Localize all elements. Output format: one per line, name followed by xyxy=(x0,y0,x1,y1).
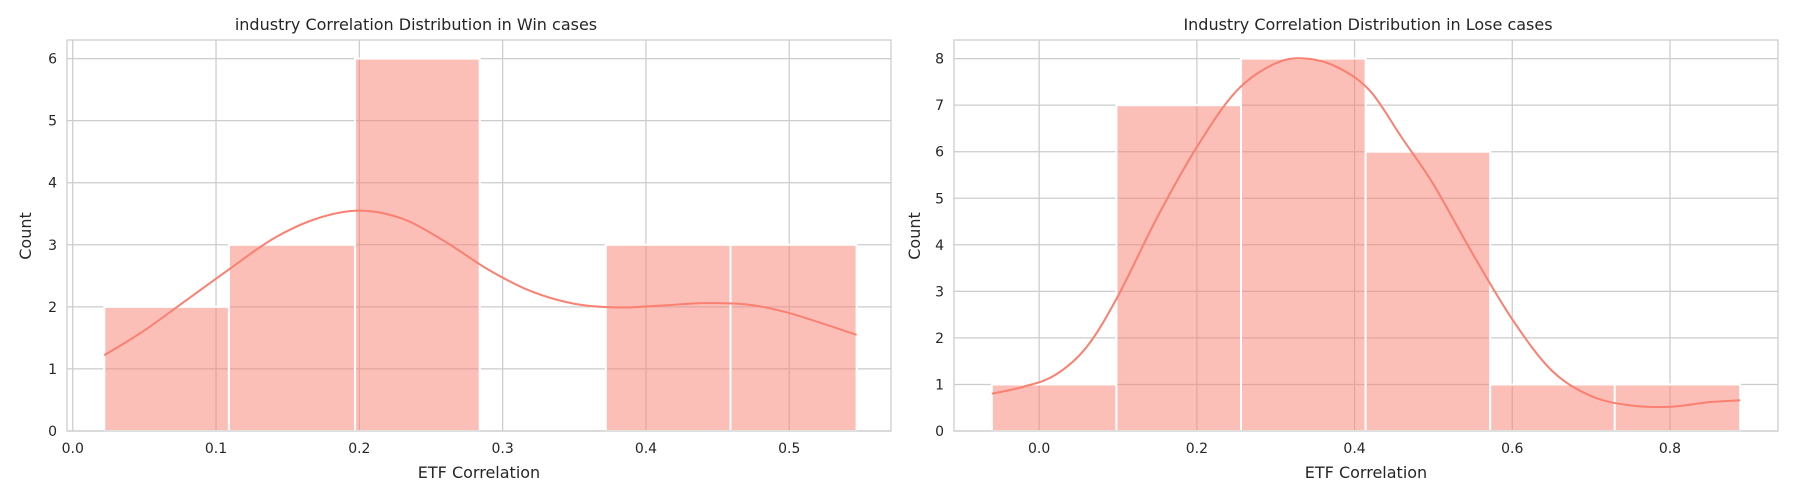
histogram-bar xyxy=(1240,57,1367,432)
histogram-bar xyxy=(1489,383,1616,433)
chart-panel-lose: Industry Correlation Distribution in Los… xyxy=(905,15,1779,482)
x-tick-label: 0.2 xyxy=(1186,441,1208,457)
x-tick-label: 0.0 xyxy=(62,441,84,457)
histogram-bar xyxy=(1364,150,1492,432)
y-tick-label: 4 xyxy=(48,176,57,192)
y-axis-label-win: Count xyxy=(16,212,35,260)
y-tick-label: 6 xyxy=(48,52,57,68)
y-tick-label: 3 xyxy=(935,284,944,300)
plot-frame-lose xyxy=(953,39,1779,432)
y-tick-label: 1 xyxy=(48,362,57,378)
x-axis-label-win: ETF Correlation xyxy=(418,463,540,482)
x-tick-label: 0.4 xyxy=(635,441,657,457)
y-tick-label: 7 xyxy=(935,98,944,114)
x-axis-label-lose: ETF Correlation xyxy=(1305,463,1427,482)
y-tick-label: 8 xyxy=(935,52,944,68)
x-tick-label: 0.8 xyxy=(1659,441,1681,457)
y-tick-label: 0 xyxy=(935,424,944,440)
histogram-bar xyxy=(1115,104,1243,433)
x-tick-label: 0.6 xyxy=(1501,441,1523,457)
histogram-bars-win xyxy=(103,57,858,432)
y-tick-labels-win: 0 1 2 3 4 5 6 xyxy=(48,52,57,440)
y-tick-labels-lose: 0 1 2 3 4 5 6 7 8 xyxy=(935,52,944,440)
chart-title-lose: Industry Correlation Distribution in Los… xyxy=(1183,15,1552,34)
histogram-bar xyxy=(604,243,732,432)
y-tick-label: 5 xyxy=(935,191,944,207)
y-tick-label: 2 xyxy=(48,300,57,316)
x-tick-label: 0.5 xyxy=(778,441,800,457)
histogram-bar xyxy=(990,383,1118,433)
y-tick-label: 1 xyxy=(935,377,944,393)
kde-line xyxy=(103,209,857,357)
histogram-bars-lose xyxy=(990,57,1742,433)
kde-line xyxy=(991,57,1741,409)
x-tick-label: 0.1 xyxy=(205,441,227,457)
y-tick-label: 4 xyxy=(935,238,944,254)
x-tick-label: 0.0 xyxy=(1028,441,1050,457)
histogram-bar xyxy=(103,305,230,432)
plot-frame-win xyxy=(66,39,892,432)
x-tick-labels-win: 0.0 0.1 0.2 0.3 0.4 0.5 xyxy=(62,441,801,457)
kde-curve-win xyxy=(103,209,857,357)
chart-panel-win: industry Correlation Distribution in Win… xyxy=(16,15,892,482)
y-tick-label: 6 xyxy=(935,145,944,161)
x-tick-label: 0.3 xyxy=(492,441,514,457)
histogram-bar xyxy=(729,243,858,432)
histogram-bar xyxy=(354,57,481,432)
x-tick-labels-lose: 0.0 0.2 0.4 0.6 0.8 xyxy=(1028,441,1681,457)
histogram-bar xyxy=(1613,383,1742,433)
y-tick-label: 3 xyxy=(48,238,57,254)
x-tick-label: 0.4 xyxy=(1343,441,1365,457)
y-axis-label-lose: Count xyxy=(905,212,924,260)
chart-title-win: industry Correlation Distribution in Win… xyxy=(235,15,597,34)
x-tick-label: 0.2 xyxy=(348,441,370,457)
y-tick-label: 2 xyxy=(935,331,944,347)
kde-curve-lose xyxy=(991,57,1741,409)
histogram-bar xyxy=(227,243,357,432)
y-tick-label: 5 xyxy=(48,114,57,130)
y-tick-label: 0 xyxy=(48,424,57,440)
